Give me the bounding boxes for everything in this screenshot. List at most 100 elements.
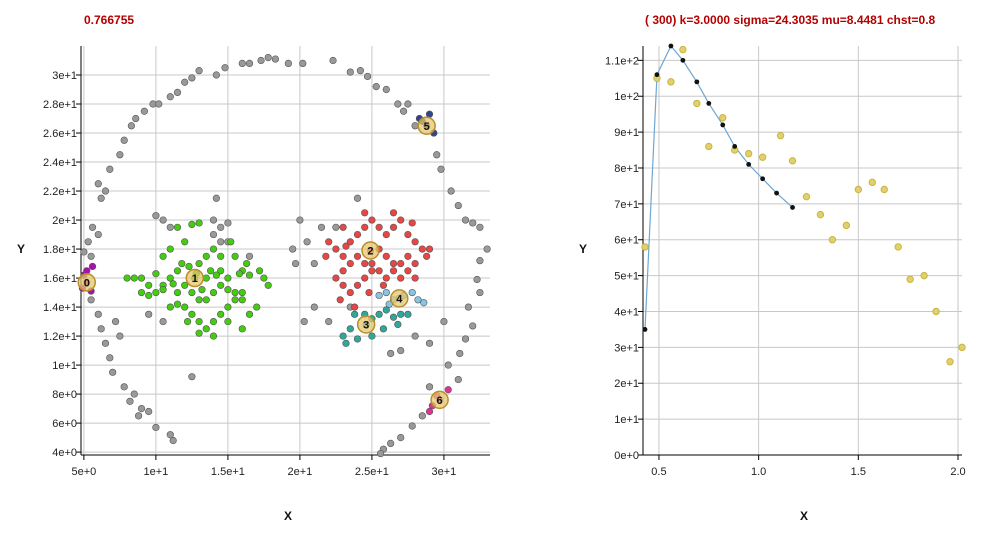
data-point: [130, 390, 138, 398]
data-point: [382, 288, 390, 297]
data-point: [152, 288, 160, 297]
observed-point: [932, 307, 940, 316]
data-point: [209, 230, 218, 239]
data-point: [253, 303, 261, 311]
data-point: [437, 165, 445, 173]
data-point: [353, 194, 362, 202]
data-point: [351, 303, 359, 311]
data-point: [361, 209, 369, 217]
data-point: [425, 245, 434, 253]
centroid-label: 6: [437, 395, 443, 407]
x-tick-label: 1.5: [851, 466, 866, 478]
data-point: [329, 56, 337, 65]
data-point: [87, 252, 95, 260]
data-point: [195, 259, 203, 268]
y-tick-label: 0e+0: [614, 450, 639, 462]
data-point: [389, 313, 398, 321]
fit-line: [644, 44, 793, 330]
data-point: [476, 288, 484, 297]
data-point: [80, 248, 88, 256]
data-point: [325, 317, 333, 326]
data-point: [88, 262, 97, 271]
data-point: [202, 325, 210, 333]
data-point: [166, 303, 174, 311]
data-point: [202, 296, 210, 304]
y-tick-label: 1.6e+1: [43, 273, 77, 285]
y-tick-label: 6e+1: [614, 235, 639, 247]
data-point: [217, 281, 225, 289]
data-point: [375, 223, 383, 231]
centroid-marker: [77, 273, 97, 292]
data-point: [152, 270, 160, 278]
data-point: [394, 100, 402, 108]
data-point: [379, 281, 388, 289]
data-point: [245, 310, 254, 318]
data-point: [123, 274, 131, 282]
x-tick-label: 1.5e+1: [211, 466, 245, 478]
observed-point: [788, 157, 797, 165]
data-point: [166, 431, 174, 439]
data-point: [420, 299, 428, 307]
data-point: [217, 310, 225, 318]
data-point: [255, 267, 264, 275]
data-point: [379, 325, 388, 333]
data-point: [152, 212, 160, 220]
data-point: [173, 267, 182, 275]
data-point: [173, 288, 182, 297]
data-point: [447, 187, 455, 195]
data-point: [389, 267, 398, 275]
data-point: [166, 93, 174, 101]
scatter-ticks: 5e+0 1e+1 1.5e+1 2e+1 2.5e+1 3e+1 4e+0 6e+0 8e+0…: [43, 70, 456, 478]
data-point: [178, 259, 186, 268]
data-point: [87, 296, 95, 304]
y-tick-label: 8e+1: [614, 163, 639, 175]
data-point: [109, 368, 117, 376]
line-axes: [642, 46, 962, 456]
fit-point: [720, 122, 726, 128]
y-tick-label: 9e+1: [614, 127, 639, 139]
y-tick-label: 1e+1: [614, 414, 639, 426]
y-tick-label: 6e+0: [52, 418, 77, 430]
data-point: [245, 59, 254, 68]
data-point: [159, 216, 167, 224]
data-point: [339, 332, 347, 340]
data-point: [336, 296, 344, 304]
data-point: [310, 303, 318, 311]
line-points: [641, 43, 966, 366]
data-point: [296, 216, 304, 224]
data-point: [145, 291, 153, 300]
scatter-y-label: Y: [17, 242, 25, 256]
observed-point: [920, 271, 928, 280]
data-point: [346, 259, 354, 268]
line-panel: ( 300) k=3.0000 sigma=24.3035 mu=8.4481 …: [579, 13, 966, 523]
data-point: [368, 259, 376, 268]
fit-point: [654, 72, 660, 78]
data-point: [116, 332, 124, 340]
data-point: [137, 288, 146, 297]
data-point: [195, 67, 203, 75]
data-point: [209, 245, 218, 253]
line-y-label: Y: [579, 242, 587, 256]
data-point: [183, 317, 192, 326]
data-point: [145, 407, 153, 416]
y-tick-label: 2e+1: [614, 378, 639, 390]
fit-point: [732, 144, 738, 149]
data-point: [394, 320, 402, 329]
y-tick-label: 1.8e+1: [43, 244, 77, 256]
data-point: [322, 252, 330, 260]
data-point: [361, 223, 369, 231]
data-point: [137, 274, 146, 282]
data-point: [382, 274, 390, 282]
data-point: [235, 270, 244, 278]
cluster-centroids: 0 1 2 3 4 5 6: [77, 116, 449, 410]
observed-point: [958, 343, 966, 352]
x-tick-label: 2e+1: [288, 466, 313, 478]
y-tick-label: 7e+1: [614, 199, 639, 211]
data-point: [303, 238, 311, 246]
data-point: [456, 349, 464, 358]
data-point: [145, 281, 153, 289]
data-point: [346, 288, 354, 297]
centroid-marker: [430, 390, 449, 410]
data-point: [368, 216, 376, 224]
y-tick-label: 1.2e+1: [43, 331, 77, 343]
